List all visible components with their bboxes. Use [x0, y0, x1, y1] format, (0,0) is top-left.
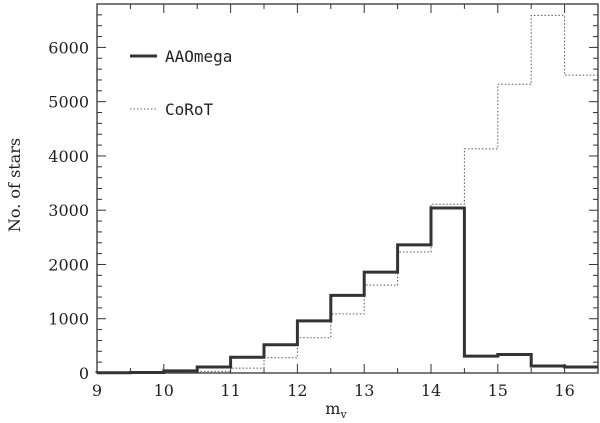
tick-marks	[96, 3, 599, 374]
series-layer	[95, 14, 598, 375]
y-tick-label: 4000	[48, 147, 89, 166]
x-tick-label: 15	[488, 381, 508, 400]
series-aaomega-line	[95, 206, 598, 375]
x-tick-label: 9	[92, 381, 102, 400]
legend: AAOmega CoRoT	[130, 47, 232, 119]
y-tick-label: 3000	[48, 201, 89, 220]
x-tick-label: 13	[354, 381, 374, 400]
series-corot-line	[97, 14, 598, 374]
x-axis-label: mv	[325, 399, 347, 421]
y-tick-label: 6000	[48, 38, 89, 57]
y-tick-label: 5000	[48, 93, 89, 112]
x-tick-label: 16	[554, 381, 574, 400]
y-tick-label: 1000	[48, 310, 89, 329]
legend-label-corot: CoRoT	[165, 100, 214, 119]
y-axis-label: No. of stars	[5, 138, 24, 232]
x-axis-label-subscript: v	[339, 408, 347, 421]
x-axis-label-main: m	[325, 399, 340, 418]
y-tick-label: 0	[79, 364, 89, 383]
x-tick-label: 14	[421, 381, 441, 400]
y-tick-label: 2000	[48, 255, 89, 274]
x-tick-label: 10	[154, 381, 174, 400]
x-tick-label: 12	[287, 381, 307, 400]
x-tick-label: 11	[220, 381, 240, 400]
y-tick-labels: 0 1000 2000 3000 4000 5000 6000	[48, 38, 89, 383]
legend-label-aaomega: AAOmega	[165, 47, 232, 66]
x-tick-labels: 9 10 11 12 13 14 15 16	[92, 381, 575, 400]
